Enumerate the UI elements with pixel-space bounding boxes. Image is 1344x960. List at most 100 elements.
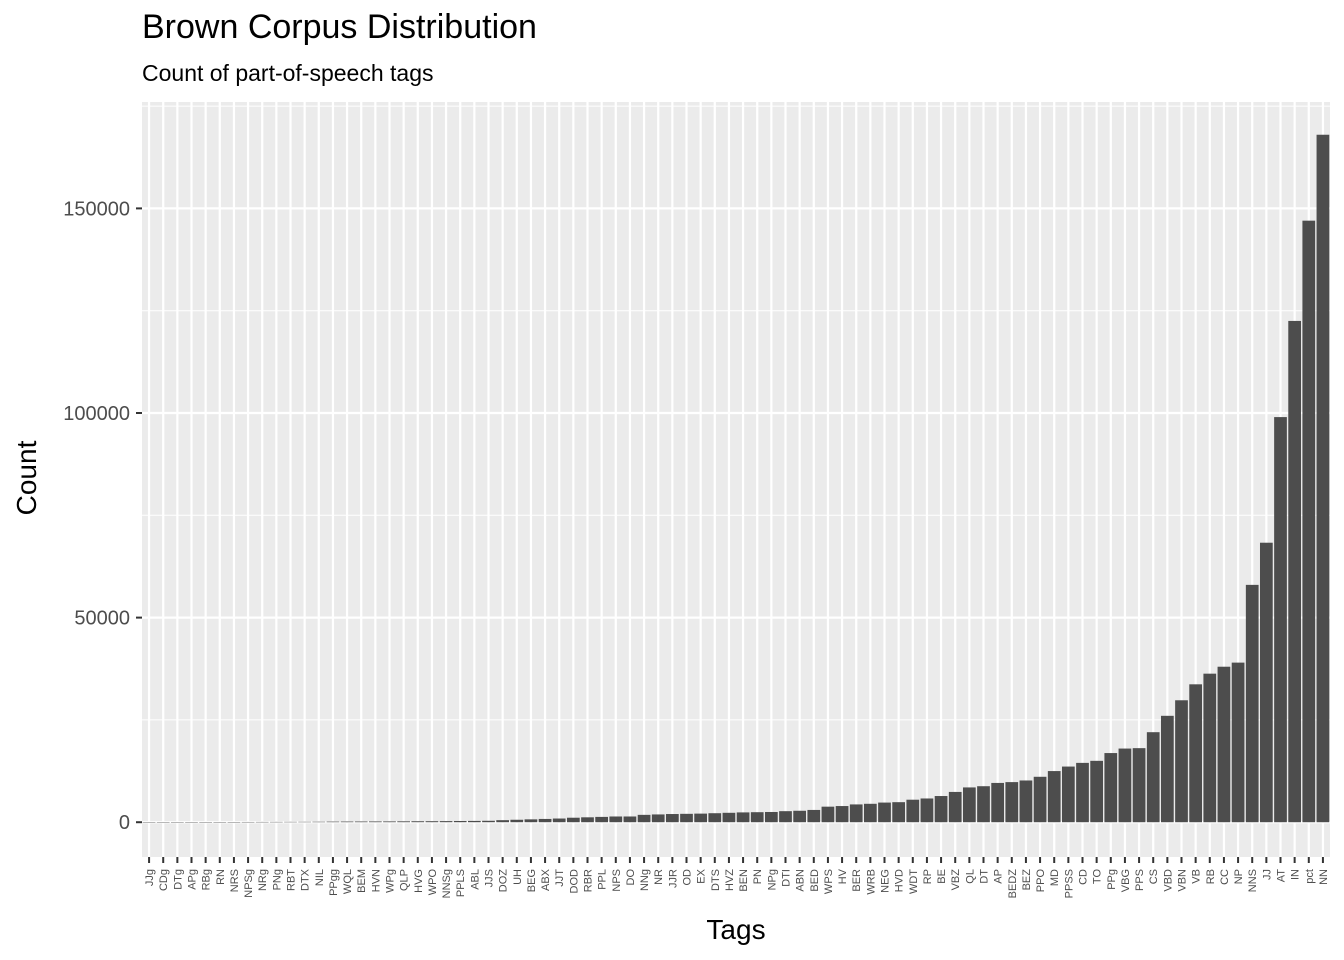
x-tick-label: PNg	[271, 869, 283, 890]
chart-subtitle: Count of part-of-speech tags	[142, 60, 434, 86]
x-tick-label: BED	[809, 869, 821, 892]
bar-VBG	[1118, 748, 1132, 823]
x-tick-label: CD	[1078, 869, 1090, 885]
y-tick-label: 0	[119, 812, 130, 834]
bar-ABX	[538, 818, 552, 823]
x-tick-label: APg	[187, 869, 199, 890]
bar-WRB	[863, 803, 877, 823]
bar-NNSg	[439, 821, 453, 823]
bar-JJ	[1259, 542, 1273, 823]
bar-BEG	[524, 819, 538, 823]
x-tick-label: PN	[752, 869, 764, 884]
x-tick-label: UH	[512, 869, 524, 885]
bar-VB	[1189, 684, 1203, 823]
x-tick-label: DTX	[300, 868, 312, 891]
bar-BE	[934, 796, 948, 823]
bar-VBN	[1175, 700, 1188, 823]
x-tick-label: WQL	[342, 869, 354, 894]
x-tick-label: AT	[1276, 869, 1288, 883]
bar-HVZ	[722, 812, 736, 823]
x-tick-label: NIL	[314, 869, 326, 886]
bar-pct	[1302, 220, 1316, 823]
bar-WPg	[383, 821, 396, 823]
plot-panel	[142, 102, 1330, 857]
x-tick-label: BEG	[526, 869, 538, 892]
x-axis: JJg CDg DTg APg RBg RN NRS NPSg NRg PNg RBT DTX NIL P…	[144, 857, 1330, 898]
bar-CS	[1146, 732, 1160, 823]
bar-QLP	[397, 821, 411, 823]
x-tick-label: DOZ	[498, 869, 510, 893]
x-tick-label: NNSg	[441, 869, 453, 898]
x-tick-label: CS	[1148, 869, 1160, 884]
chart-title: Brown Corpus Distribution	[142, 8, 537, 46]
x-tick-label: NEG	[880, 869, 892, 893]
x-tick-label: DOD	[568, 869, 580, 894]
x-tick-label: NPSg	[243, 869, 255, 898]
bar-HVD	[892, 802, 906, 823]
bar-PPS	[1132, 748, 1146, 823]
x-axis-title: Tags	[706, 914, 765, 945]
x-tick-label: NPS	[611, 869, 623, 892]
bar-JJR	[665, 814, 679, 823]
x-tick-label: ABN	[795, 869, 807, 892]
bar-BED	[807, 809, 821, 823]
x-tick-label: RN	[215, 869, 227, 885]
bar-RB	[1203, 673, 1217, 823]
y-axis-title: Count	[11, 440, 42, 515]
bar-DT	[977, 786, 990, 823]
x-tick-label: BEZ	[1021, 869, 1033, 891]
x-tick-label: OD	[682, 869, 694, 886]
x-tick-label: WDT	[908, 869, 920, 894]
x-tick-label: BEN	[738, 869, 750, 892]
x-tick-label: NNS	[1247, 869, 1259, 892]
x-tick-label: NRg	[257, 869, 269, 891]
x-tick-label: WPO	[427, 869, 439, 896]
bar-NR	[651, 814, 665, 823]
x-tick-label: ABX	[540, 868, 552, 891]
bar-NEG	[878, 802, 891, 823]
x-tick-label: QLP	[399, 869, 411, 891]
x-tick-label: JJR	[667, 869, 679, 888]
x-tick-label: RB	[1205, 869, 1217, 884]
x-tick-label: CC	[1219, 869, 1231, 885]
bar-WPO	[425, 821, 439, 823]
bar-DOD	[566, 817, 580, 823]
bar-RP	[920, 798, 934, 823]
x-tick-label: PPSS	[1063, 869, 1075, 898]
bar-VBD	[1160, 715, 1174, 823]
bar-ABN	[793, 810, 807, 823]
bar-UH	[510, 819, 524, 823]
bar-NP	[1231, 662, 1245, 823]
x-tick-label: RBg	[201, 869, 213, 890]
x-tick-label: PPL	[597, 869, 609, 890]
x-tick-label: RBR	[583, 869, 595, 892]
bar-BEDZ	[1005, 782, 1019, 823]
bar-BEM	[354, 821, 368, 823]
bar-HV	[835, 806, 849, 823]
x-tick-label: DO	[625, 869, 637, 886]
x-tick-label: WPS	[823, 869, 835, 894]
x-tick-label: BEM	[356, 869, 368, 893]
bar-PPSS	[1061, 766, 1075, 823]
x-tick-label: HVN	[370, 869, 382, 892]
x-tick-label: WRB	[865, 869, 877, 895]
x-tick-label: WPg	[385, 869, 397, 893]
bar-PPg	[1104, 753, 1118, 823]
bar-CC	[1217, 666, 1231, 823]
bar-TO	[1090, 760, 1104, 823]
bar-BEZ	[1019, 780, 1033, 823]
bar-NNg	[637, 814, 651, 823]
bars	[142, 134, 1330, 823]
x-tick-label: MD	[1049, 869, 1061, 886]
bar-OD	[680, 813, 693, 823]
bar-PPgg	[326, 821, 340, 823]
x-tick-label: RP	[922, 869, 934, 884]
x-tick-label: PPgg	[328, 869, 340, 896]
x-tick-label: AP	[993, 869, 1005, 884]
bar-RBR	[581, 817, 594, 823]
x-tick-label: PPS	[1134, 869, 1146, 891]
bar-JJS	[482, 820, 495, 823]
x-tick-label: IN	[1290, 869, 1302, 880]
x-tick-label: CDg	[158, 869, 170, 891]
